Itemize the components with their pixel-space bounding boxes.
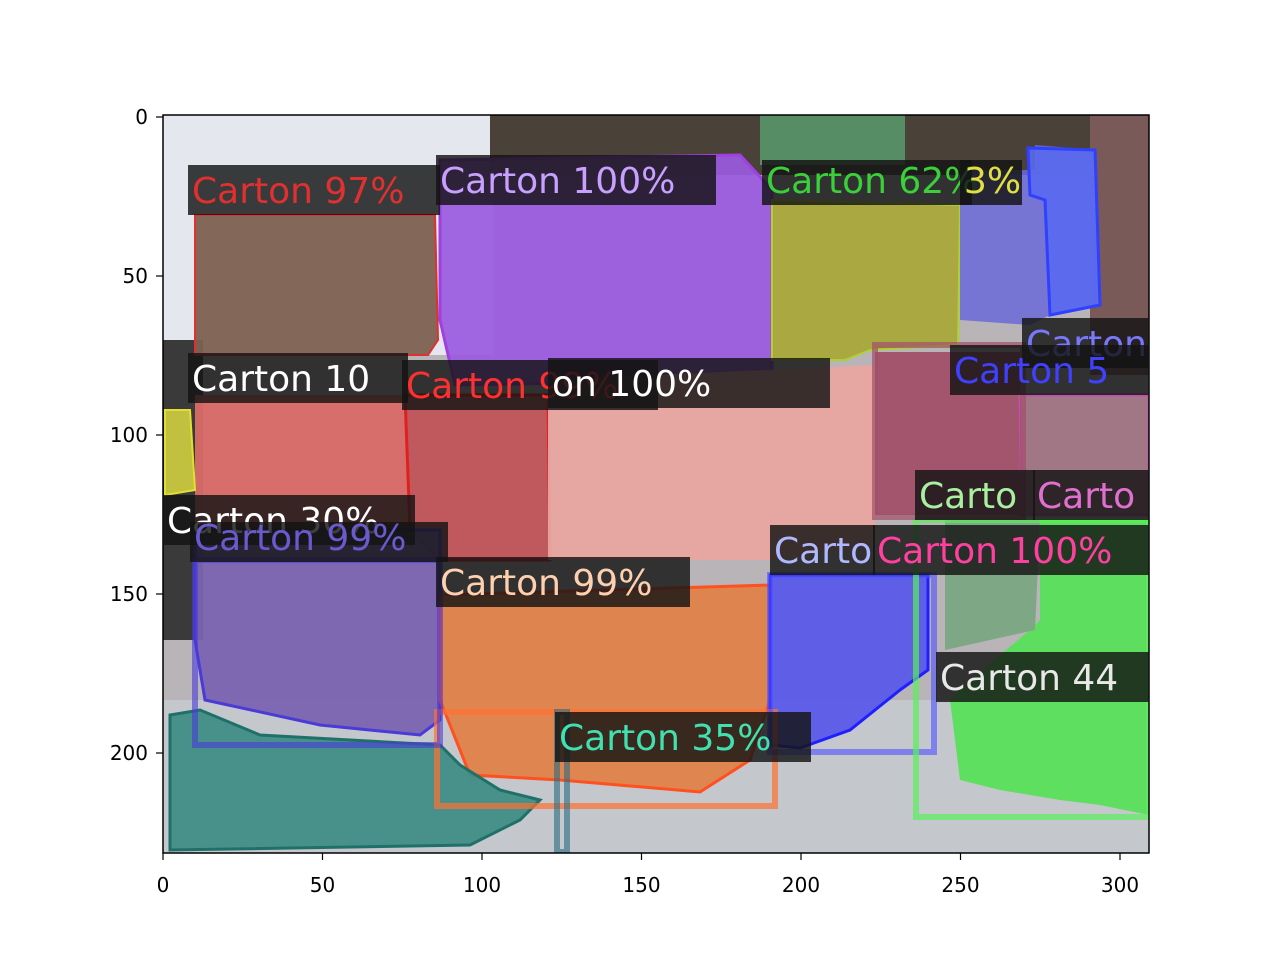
detection-label-background [188,353,408,403]
detection-label-text: Carton 99% [440,563,652,604]
detection-label-background [762,160,972,205]
detection-label-text: Carton 35% [559,718,771,759]
detection-label: Carton 44 [936,652,1149,702]
detection-label-text: Carto [774,531,872,572]
x-tick-label: 0 [157,873,170,897]
detection-label: Carton 99% [190,518,448,562]
detection-label: Carton 100% [436,155,716,205]
detection-label: Carto [770,525,875,575]
detection-label-background [190,522,448,562]
y-tick-label: 100 [110,423,148,447]
x-axis: 0 50 100 150 200 250 300 [157,853,1139,897]
x-tick-label: 300 [1101,873,1139,897]
detection-label-text: Carton 100% [440,161,675,202]
x-tick-label: 100 [463,873,501,897]
detection-label: Carton 35% [555,712,811,762]
detection-label-background [960,160,1022,205]
y-tick-label: 50 [123,264,148,288]
y-axis: 0 50 100 150 200 [110,105,163,765]
detection-label-text: Carton 99% [194,518,406,559]
detection-label: 3% [960,160,1022,205]
detection-label-background [915,470,1035,520]
detection-label: Carto [1033,470,1149,520]
x-tick-label: 200 [782,873,820,897]
y-tick-label: 150 [110,582,148,606]
detection-label-background [770,525,875,575]
detection-label-text: Carton 5 [954,351,1109,392]
detection-label-background [936,652,1149,702]
detection-label-background [950,345,1149,395]
detection-label: Carton 62% [762,160,978,205]
detection-label-text: 3% [964,161,1021,202]
detection-label-background [548,358,830,408]
x-tick-label: 50 [310,873,335,897]
detection-label: Carton 5 [950,345,1149,395]
detection-label-background [555,712,811,762]
detection-label-background [436,155,716,205]
detection-label-background [873,525,1149,575]
detection-label-text: Carton 62% [766,161,978,202]
detection-label-text: Carto [1037,476,1135,517]
detection-labels: Carton 97% Carton 100% Carton 62%3%CartonC… [163,155,1149,762]
detection-label-text: on 100% [552,364,711,405]
detection-label-background [436,557,690,607]
detection-label-text: Carton 97% [192,171,404,212]
x-tick-label: 250 [941,873,979,897]
x-tick-label: 150 [622,873,660,897]
detection-label: Carton 99% [436,557,690,607]
detection-label-text: Carto [919,476,1017,517]
detection-label-background [1033,470,1149,520]
detection-label-text: Carton 100% [877,531,1112,572]
detection-label: on 100% [548,358,830,408]
detection-label-text: Carton 44 [940,658,1118,699]
detection-label: Carto [915,470,1035,520]
y-tick-label: 200 [110,741,148,765]
detection-label-background [188,165,440,215]
detection-label-text: Carton 10 [192,359,370,400]
detection-label: Carton 97% [188,165,440,215]
detection-label: Carton 100% [873,525,1149,575]
detection-label: Carton 10 [188,353,408,403]
y-tick-label: 0 [135,105,148,129]
